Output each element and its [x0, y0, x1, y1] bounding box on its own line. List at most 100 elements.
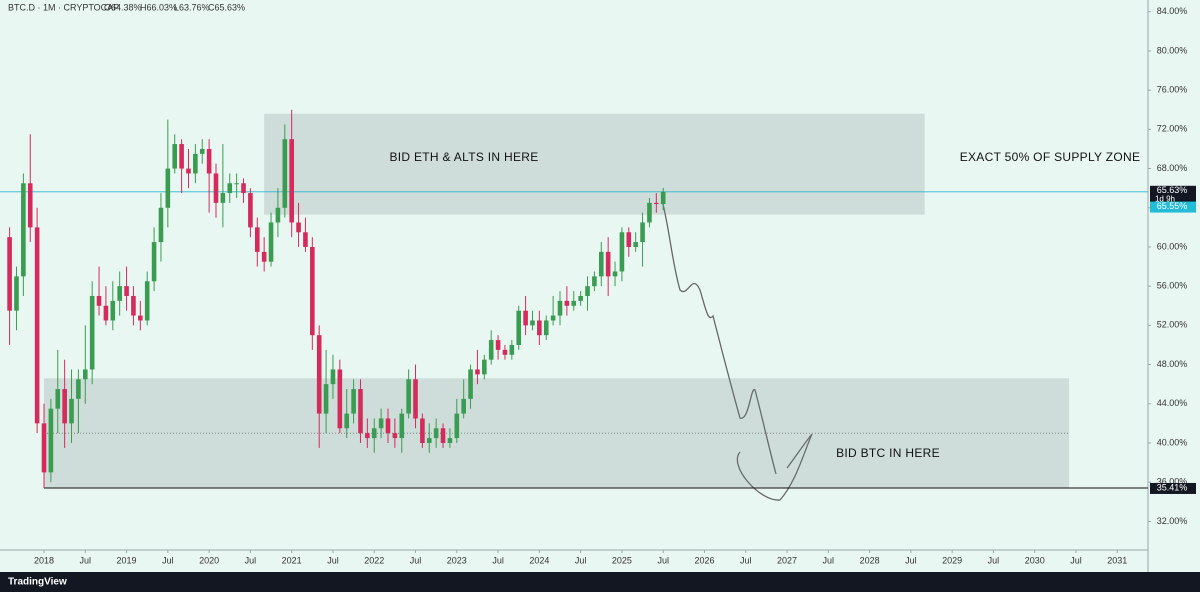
candle-body	[165, 168, 171, 208]
y-tick-label: 72.00%	[1157, 124, 1188, 134]
ohlc-high: H66.03%	[140, 2, 177, 12]
candle-body	[612, 271, 618, 277]
candle-body	[330, 369, 336, 385]
candle-body	[282, 139, 288, 208]
y-tick-label: 84.00%	[1157, 6, 1188, 16]
x-tick-label: Jul	[905, 555, 917, 565]
candle-body	[440, 428, 446, 443]
candle-body	[461, 398, 466, 414]
candle-body	[626, 232, 632, 247]
candle-body	[399, 413, 405, 439]
y-tick-label: 60.00%	[1157, 241, 1188, 251]
candle-body	[303, 232, 308, 247]
candle-body	[186, 168, 191, 174]
candle-body	[433, 428, 439, 439]
candle-body	[55, 389, 61, 409]
candle-body	[103, 305, 109, 321]
last-price-box	[1150, 185, 1196, 204]
candle-body	[633, 242, 638, 247]
y-tick-label: 40.00%	[1157, 437, 1188, 447]
candle-body	[482, 359, 487, 375]
x-tick-label: Jul	[823, 555, 835, 565]
candle-body	[27, 183, 33, 228]
last-price-label: 65.63%	[1157, 185, 1188, 195]
y-tick-label: 76.00%	[1157, 85, 1188, 95]
x-tick-label: Jul	[657, 555, 669, 565]
candle-body	[406, 379, 411, 414]
y-tick-label: 32.00%	[1157, 516, 1188, 526]
x-tick-label: 2018	[34, 555, 54, 565]
footer-brand: TradingView	[8, 577, 67, 588]
ohlc-close: C65.63%	[208, 2, 245, 12]
candle-body	[468, 369, 473, 399]
candle-body	[619, 232, 625, 272]
hand-drawn-arrow	[661, 199, 813, 501]
x-tick-label: Jul	[988, 555, 1000, 565]
candle-body	[41, 423, 47, 473]
candle-body	[337, 369, 343, 429]
candle-body	[557, 300, 563, 316]
candle-body	[660, 191, 666, 205]
candle-body	[365, 433, 370, 439]
x-tick-label: Jul	[1070, 555, 1082, 565]
candle-body	[647, 202, 652, 223]
zone-label: BID BTC IN HERE	[836, 446, 940, 460]
candle-body	[220, 193, 226, 203]
candle-body	[654, 202, 659, 205]
y-tick-label: 44.00%	[1157, 398, 1188, 408]
candle-body	[199, 148, 205, 154]
candle-body	[550, 315, 556, 321]
mark-price-label: 65.55%	[1157, 201, 1188, 211]
candle-body	[495, 340, 501, 350]
candle-body	[241, 183, 246, 194]
candle-body	[530, 320, 535, 326]
candle-body	[144, 281, 150, 321]
candle-body	[131, 295, 136, 316]
x-tick-label: Jul	[740, 555, 752, 565]
candle-body	[248, 193, 253, 228]
x-tick-label: 2029	[942, 555, 962, 565]
candle-body	[89, 295, 95, 370]
candle-body	[234, 183, 239, 185]
symbol: BTC.D · 1M · CRYPTOCAP	[8, 2, 119, 12]
candle-body	[454, 413, 460, 439]
candle-body	[138, 315, 143, 321]
candle-body	[516, 310, 522, 345]
x-tick-label: 2030	[1025, 555, 1045, 565]
x-tick-label: 2023	[447, 555, 467, 565]
candle-body	[316, 335, 322, 414]
y-tick-label: 36.00%	[1157, 477, 1188, 487]
candle-body	[117, 286, 122, 301]
candle-body	[447, 438, 453, 443]
candle-body	[34, 227, 40, 424]
candle-body	[7, 237, 12, 311]
zone	[264, 113, 925, 215]
candle-body	[378, 418, 384, 429]
x-tick-label: Jul	[162, 555, 174, 565]
mark-price-box	[1150, 201, 1196, 213]
candle-body	[110, 300, 116, 321]
candle-body	[475, 369, 480, 375]
candle-body	[488, 340, 494, 360]
candle-body	[502, 349, 508, 355]
candle-body	[69, 398, 74, 424]
candle-body	[344, 413, 350, 429]
x-tick-label: 2031	[1107, 555, 1127, 565]
candle-body	[124, 286, 129, 296]
candle-body	[592, 276, 597, 287]
x-tick-label: 2027	[777, 555, 797, 565]
candle-body	[385, 418, 391, 434]
candle-body	[151, 242, 157, 282]
support-box	[1150, 482, 1196, 494]
candle-body	[193, 153, 198, 174]
annotation: EXACT 50% OF SUPPLY ZONE	[960, 150, 1141, 164]
y-tick-label: 80.00%	[1157, 45, 1188, 55]
candle-body	[571, 300, 577, 306]
candle-body	[598, 251, 604, 277]
candle-body	[62, 389, 67, 424]
candle-body	[82, 369, 88, 380]
candle-body	[310, 246, 315, 336]
candle-body	[158, 207, 164, 243]
support-label: 35.41%	[1157, 482, 1188, 492]
